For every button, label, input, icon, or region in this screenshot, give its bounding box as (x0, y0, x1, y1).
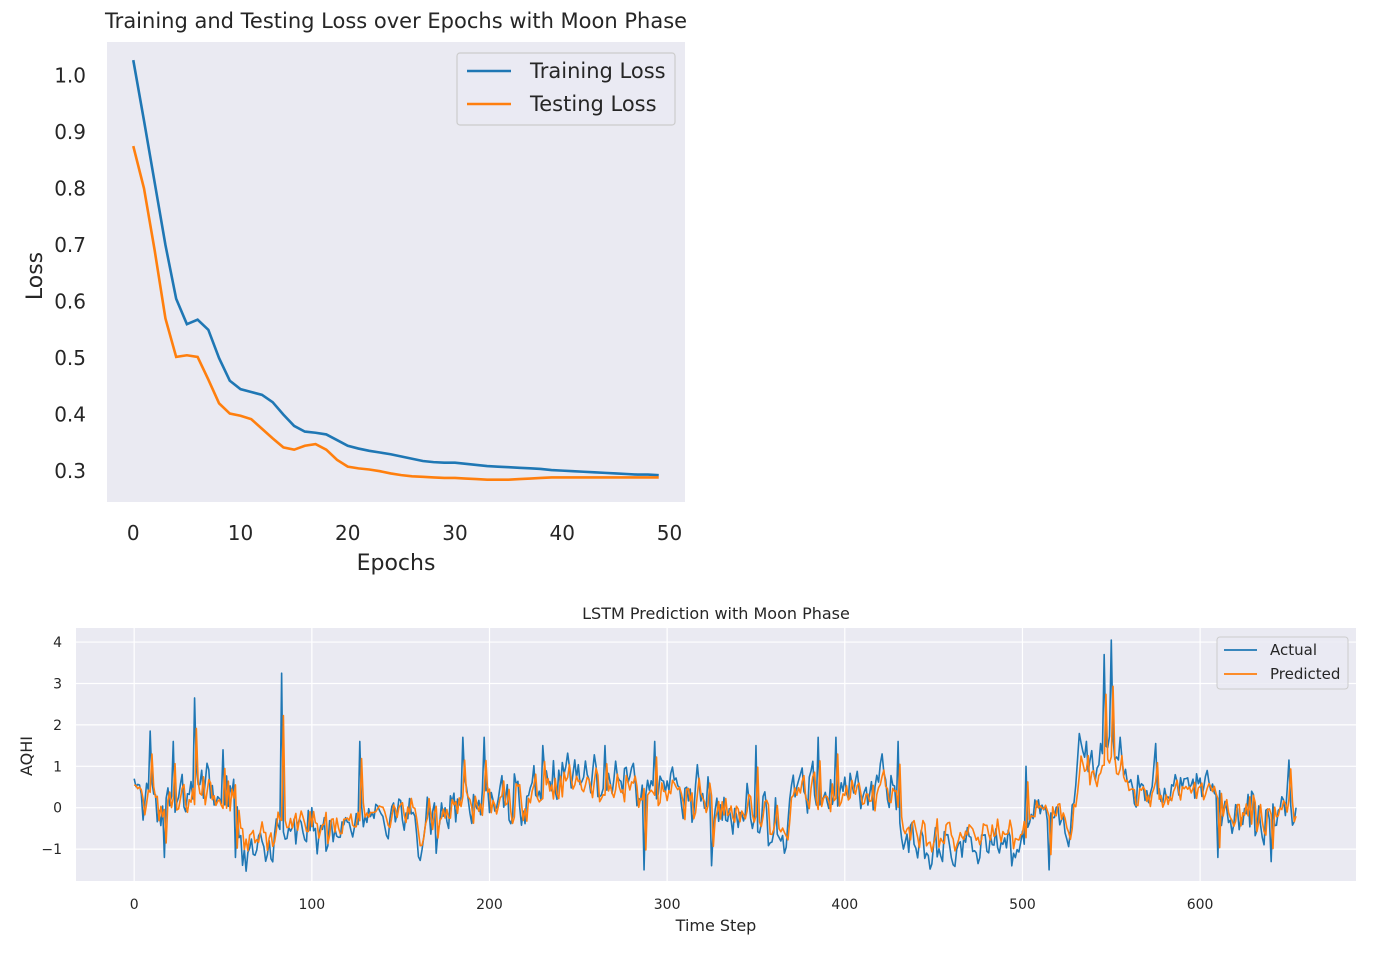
loss-y-tick-label: 0.4 (54, 403, 86, 427)
prediction-x-tick-label: 100 (298, 897, 325, 913)
prediction-x-axis-label: Time Step (675, 916, 757, 935)
prediction-y-tick-label: −1 (41, 842, 62, 858)
testing-loss-line (132, 145, 659, 481)
loss-x-tick-label: 50 (657, 521, 682, 545)
legend-training-label: Training Loss (529, 59, 666, 83)
prediction-x-tick-label: 200 (476, 897, 503, 913)
loss-y-tick-label: 0.6 (54, 290, 86, 314)
prediction-y-tick-label: 3 (53, 676, 62, 692)
loss-x-tick-label: 30 (442, 521, 467, 545)
loss-x-tick-label: 0 (127, 521, 140, 545)
prediction-x-ticks: 0 100 200 300 400 500 600 (130, 897, 1214, 913)
loss-y-tick-label: 0.8 (54, 176, 86, 200)
legend-predicted-label: Predicted (1270, 665, 1340, 683)
loss-x-axis-label: Epochs (357, 551, 436, 576)
loss-x-tick-label: 40 (549, 521, 574, 545)
loss-x-tick-label: 10 (228, 521, 253, 545)
loss-y-axis-label: Loss (23, 252, 48, 300)
prediction-y-axis-label: AQHI (17, 736, 36, 776)
prediction-x-tick-label: 600 (1187, 897, 1214, 913)
prediction-y-tick-label: 1 (53, 759, 62, 775)
loss-chart-title: Training and Testing Loss over Epochs wi… (104, 9, 687, 33)
prediction-y-tick-label: 2 (53, 718, 62, 734)
prediction-y-tick-label: 4 (53, 635, 62, 651)
loss-legend: Training Loss Testing Loss (456, 52, 676, 126)
loss-y-tick-label: 0.9 (54, 120, 86, 144)
legend-testing-label: Testing Loss (529, 92, 657, 116)
loss-x-tick-label: 20 (335, 521, 360, 545)
prediction-x-tick-label: 500 (1009, 897, 1036, 913)
prediction-x-tick-label: 300 (654, 897, 681, 913)
prediction-legend: Actual Predicted (1216, 636, 1349, 690)
loss-y-ticks: 0.3 0.4 0.5 0.6 0.7 0.8 0.9 1.0 (54, 63, 86, 483)
loss-y-tick-label: 0.3 (54, 459, 86, 483)
loss-y-tick-label: 0.7 (54, 233, 86, 257)
prediction-x-tick-label: 400 (831, 897, 858, 913)
loss-x-ticks: 0 10 20 30 40 50 (127, 521, 682, 545)
prediction-y-tick-label: 0 (53, 801, 62, 817)
actual-series-line (133, 639, 1297, 873)
prediction-y-ticks: −1 0 1 2 3 4 (41, 635, 62, 858)
loss-legend-box (456, 52, 676, 126)
prediction-plot-area (76, 628, 1356, 881)
loss-y-tick-label: 1.0 (54, 63, 86, 87)
predicted-series-line (133, 685, 1297, 856)
loss-y-tick-label: 0.5 (54, 346, 86, 370)
training-loss-line (131, 59, 659, 477)
loss-chart: Training and Testing Loss over Epochs wi… (23, 9, 687, 576)
legend-actual-label: Actual (1270, 641, 1317, 659)
prediction-chart-title: LSTM Prediction with Moon Phase (582, 604, 850, 623)
prediction-chart: LSTM Prediction with Moon Phase Time Ste… (17, 604, 1356, 935)
prediction-x-tick-label: 0 (130, 897, 139, 913)
